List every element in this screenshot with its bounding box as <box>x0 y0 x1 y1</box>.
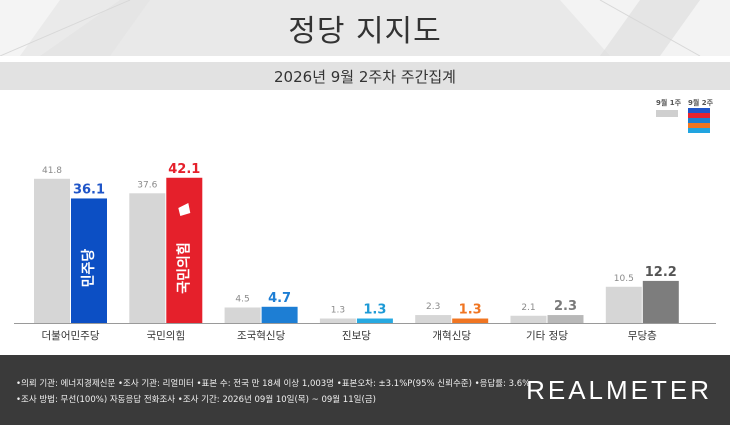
legend-prev-swatch <box>656 110 678 117</box>
legend-curr-label: 9월 2주 <box>688 99 714 107</box>
survey-info-line-2: •조사 방법: 무선(100%) 자동응답 전화조사 •조사 기간: 2026년… <box>16 395 376 405</box>
chart-subtitle: 2026년 9월 2주차 주간집계 <box>274 68 456 86</box>
legend-prev-label: 9월 1주 <box>656 99 682 107</box>
subtitle-bar <box>0 62 730 90</box>
bar-prev-week <box>34 178 70 323</box>
data-label-curr: 2.3 <box>554 299 577 314</box>
bar-curr-week <box>642 280 679 323</box>
party-logo-text: 국민의힘 <box>175 242 192 294</box>
data-label-curr: 1.3 <box>459 303 482 318</box>
footer-panel <box>0 355 730 425</box>
data-label-prev: 10.5 <box>614 274 634 284</box>
bar-curr-week <box>452 318 489 323</box>
data-label-curr: 1.3 <box>363 303 386 318</box>
bar-prev-week <box>510 315 547 323</box>
bar-prev-week <box>129 193 166 323</box>
bar-curr-week <box>547 315 584 323</box>
category-label: 무당층 <box>628 330 657 342</box>
party-logo-text: 민주당 <box>80 249 97 288</box>
bar-prev-week <box>605 286 642 323</box>
data-label-curr: 42.1 <box>168 162 200 177</box>
bar-prev-week <box>415 315 452 323</box>
bar-curr-week <box>166 177 203 323</box>
category-label: 기타 정당 <box>526 330 568 342</box>
data-label-prev: 2.1 <box>521 303 535 313</box>
header-decoration <box>0 0 730 56</box>
bar-prev-week <box>224 307 261 323</box>
header-banner: 정당 지지도 <box>0 0 730 56</box>
data-label-curr: 36.1 <box>73 182 105 197</box>
data-label-prev: 1.3 <box>331 306 345 316</box>
category-label: 진보당 <box>342 330 371 342</box>
bar-curr-week <box>356 318 393 323</box>
data-label-curr: 4.7 <box>268 291 291 306</box>
category-label: 조국혁신당 <box>237 330 286 342</box>
bar-prev-week <box>319 318 356 323</box>
party-logo-mark <box>178 203 191 216</box>
data-label-curr: 12.2 <box>645 265 677 280</box>
data-label-prev: 2.3 <box>426 302 440 312</box>
page-title: 정당 지지도 <box>288 14 442 49</box>
bar-curr-week <box>71 198 107 323</box>
realmeter-logo: REALMETER <box>526 375 712 405</box>
data-label-prev: 4.5 <box>235 294 249 304</box>
data-label-prev: 37.6 <box>137 180 157 190</box>
legend-curr-swatch <box>688 108 710 136</box>
category-label: 개혁신당 <box>432 330 471 342</box>
chart-legend: 9월 1주 9월 2주 <box>652 98 716 138</box>
survey-info-line-1: •의뢰 기관: 에너지경제신문 •조사 기관: 리얼미터 •표본 수: 전국 만… <box>16 379 531 389</box>
category-label: 더불어민주당 <box>42 330 100 342</box>
category-label: 국민의힘 <box>146 330 185 342</box>
data-label-prev: 41.8 <box>42 166 62 176</box>
bar-curr-week <box>261 306 298 323</box>
